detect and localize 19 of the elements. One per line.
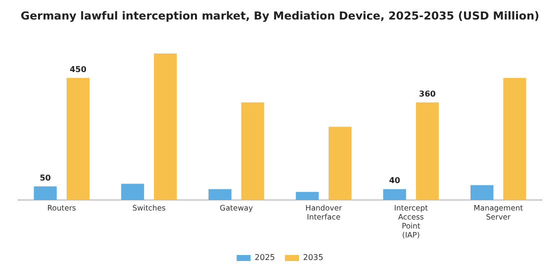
bar (470, 185, 494, 200)
bar (66, 78, 90, 200)
bar (208, 189, 232, 200)
bar (416, 102, 439, 200)
legend-label: 2025 (254, 253, 275, 262)
data-label: 40 (389, 176, 401, 186)
data-label: 50 (40, 174, 52, 183)
bar (34, 186, 57, 200)
bar (328, 126, 352, 200)
data-label: 450 (70, 64, 87, 74)
bar (121, 184, 144, 200)
bar (241, 102, 264, 200)
bar (503, 78, 526, 200)
bar (296, 192, 319, 200)
legend-label: 2035 (303, 253, 324, 262)
bar (383, 189, 406, 200)
bar (154, 53, 177, 200)
chart-title: Germany lawful interception market, By Mediation Device, 2025-2035 (USD Million) (20, 9, 540, 22)
data-label: 360 (419, 89, 436, 98)
